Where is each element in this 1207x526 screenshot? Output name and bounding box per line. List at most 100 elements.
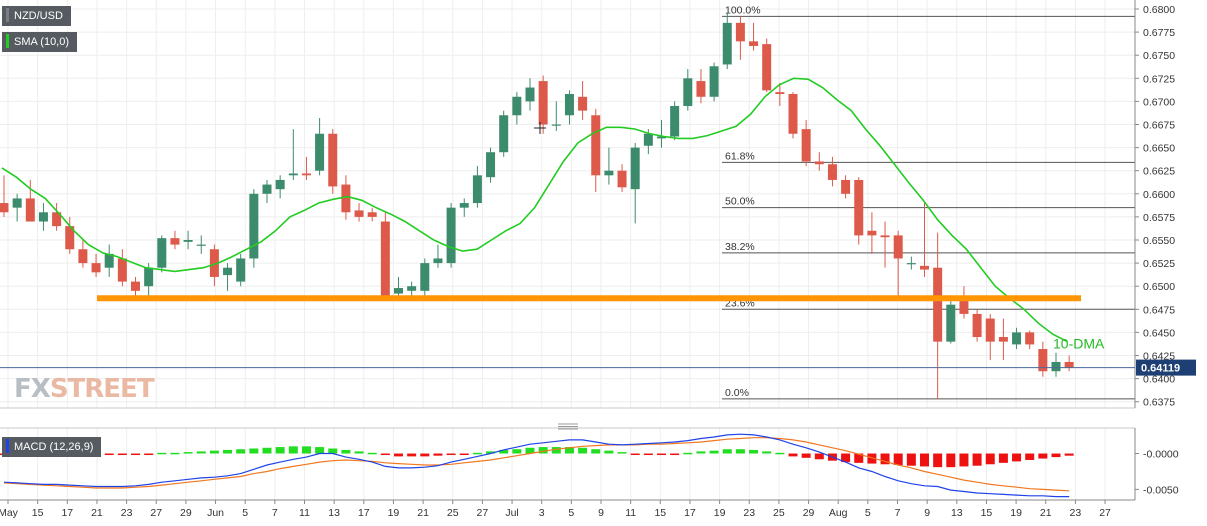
macd-histogram-bar <box>709 450 719 454</box>
macd-histogram-bar <box>301 446 311 454</box>
macd-histogram-bar <box>170 452 180 455</box>
fibonacci-levels: 100.0%61.8%50.0%38.2%23.6%0.0% <box>722 4 1135 400</box>
macd-histogram-bar <box>630 453 640 456</box>
macd-histogram-bar <box>328 448 338 454</box>
candle-body <box>52 212 62 227</box>
macd-histogram-bar <box>801 453 811 458</box>
macd-histogram-bar <box>367 452 377 455</box>
candle-body <box>998 337 1008 342</box>
time-tick-label: May <box>0 507 19 519</box>
candle-body <box>578 96 588 111</box>
time-tick-label: 9 <box>598 507 604 519</box>
time-tick-label: 5 <box>865 507 871 519</box>
candle-body <box>946 304 956 342</box>
macd-histogram-bar <box>933 453 943 468</box>
time-tick-label: 29 <box>180 507 192 519</box>
candle-body <box>328 133 338 187</box>
macd-histogram-bar <box>1064 453 1074 456</box>
time-tick-label: 25 <box>773 507 785 519</box>
candle-body <box>275 179 285 190</box>
price-tick-label: 0.6700 <box>1143 96 1175 108</box>
time-tick-label: 15 <box>654 507 666 519</box>
fib-level-label: 0.0% <box>725 387 749 399</box>
macd-histogram-bar <box>472 452 482 455</box>
macd-histogram-bar <box>209 450 219 454</box>
macd-panel <box>0 433 1074 498</box>
price-tick-label: 0.6375 <box>1143 397 1175 409</box>
candle-body <box>170 238 180 245</box>
candle-body <box>472 175 482 204</box>
macd-histogram-bar <box>525 447 535 454</box>
price-tick-label: 0.6500 <box>1143 281 1175 293</box>
macd-histogram-bar <box>749 449 759 454</box>
candle-body <box>354 210 364 217</box>
candle-body <box>604 170 614 176</box>
macd-histogram-bar <box>972 453 982 466</box>
candle-body <box>959 300 969 314</box>
time-tick-label: 15 <box>981 507 993 519</box>
fib-level-label: 38.2% <box>725 241 755 253</box>
candle-body <box>65 226 75 250</box>
sma-series: 10-DMA <box>1 77 1105 351</box>
candle-body <box>0 203 9 213</box>
candle-body <box>551 124 561 126</box>
sma-tag: SMA (10,0) <box>2 32 78 52</box>
macd-histogram-bar <box>144 453 154 456</box>
time-tick-label: 27 <box>150 507 162 519</box>
candle-body <box>643 133 653 146</box>
symbol-tag-text: NZD/USD <box>14 10 63 22</box>
candle-body <box>91 263 101 273</box>
price-tick-label: 0.6750 <box>1143 50 1175 62</box>
time-tick-label: 13 <box>951 507 963 519</box>
time-tick-label: 17 <box>61 507 73 519</box>
candle-body <box>1064 361 1074 368</box>
candle-body <box>512 96 522 116</box>
candle-body <box>288 173 298 176</box>
price-tick-label: 0.6625 <box>1143 166 1175 178</box>
macd-histogram-bar <box>854 453 864 463</box>
candlestick-series <box>0 13 1074 399</box>
time-tick-label: 27 <box>477 507 489 519</box>
macd-histogram-bar <box>841 453 851 463</box>
candle-body <box>486 152 496 178</box>
candle-body <box>420 263 430 291</box>
time-tick-label: Aug <box>829 507 848 519</box>
sma-swatch <box>6 34 9 48</box>
candle-body <box>841 179 851 194</box>
time-tick-label: 25 <box>447 507 459 519</box>
macd-histogram-bar <box>236 449 246 454</box>
time-tick-label: 19 <box>1010 507 1022 519</box>
logo-street: STREET <box>49 374 155 404</box>
macd-histogram-bar <box>157 452 167 455</box>
macd-histogram-bar <box>880 453 890 465</box>
price-tick-label: 0.6550 <box>1143 235 1175 247</box>
time-tick-label: 21 <box>417 507 429 519</box>
macd-histogram-bar <box>433 453 443 456</box>
macd-histogram-bar <box>1025 453 1035 460</box>
macd-tag-text: MACD (12,26,9) <box>14 441 94 453</box>
fib-level-label: 50.0% <box>725 196 755 208</box>
time-tick-label: 21 <box>91 507 103 519</box>
macd-tick-label: -0.0000 <box>1143 449 1179 461</box>
candle-body <box>499 115 509 153</box>
last-price-text: 0.64119 <box>1141 363 1180 375</box>
candle-body <box>985 318 995 342</box>
candle-body <box>144 267 154 287</box>
candle-body <box>1051 361 1061 372</box>
macd-histogram-bar <box>814 453 824 460</box>
macd-histogram-bar <box>262 447 272 454</box>
candle-body <box>104 253 114 268</box>
macd-histogram-bar <box>196 451 206 454</box>
candle-body <box>735 22 745 42</box>
price-tick-label: 0.6575 <box>1143 212 1175 224</box>
candle-body <box>301 173 311 176</box>
macd-histogram-bar <box>657 453 666 456</box>
fxstreet-logo: FXSTREET <box>14 374 155 404</box>
candle-body <box>315 133 325 171</box>
candle-body <box>933 267 943 342</box>
macd-histogram-bar <box>788 453 798 457</box>
macd-histogram-bar <box>288 446 298 454</box>
fib-level-label: 100.0% <box>725 4 761 16</box>
candle-body <box>12 198 22 208</box>
